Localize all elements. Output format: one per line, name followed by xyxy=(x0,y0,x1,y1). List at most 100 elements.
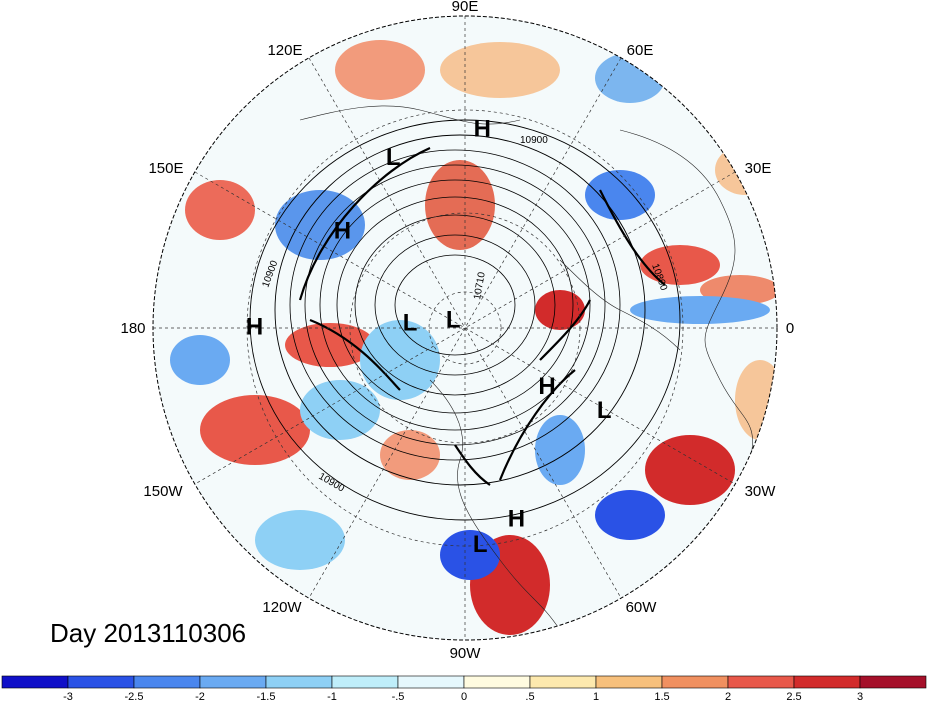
lon-label-60E: 60E xyxy=(627,42,654,59)
anomaly-blob xyxy=(645,435,735,505)
lon-label-30W: 30W xyxy=(745,483,777,500)
anomaly-blob xyxy=(200,395,310,465)
lon-label-120W: 120W xyxy=(262,599,302,616)
colorbar-swatch xyxy=(859,675,927,689)
colorbar-tick-label: 1 xyxy=(593,691,599,702)
height-contours xyxy=(249,119,681,521)
lon-label-120E: 120E xyxy=(267,42,302,59)
jet-contour xyxy=(454,444,491,486)
anomaly-blob xyxy=(595,490,665,540)
anomaly-blob xyxy=(380,430,440,480)
lon-label-150E: 150E xyxy=(148,160,183,177)
colorbar-swatch xyxy=(265,675,333,689)
colorbar: -3 -2.5 -2 -1.5 -1 -.5 0 .5 1 1.5 2 2.5 3 xyxy=(1,675,927,702)
anomaly-blob xyxy=(535,290,585,330)
colorbar-tick-label: 1.5 xyxy=(654,691,669,702)
colorbar-swatch xyxy=(793,675,861,689)
height-contour xyxy=(354,214,556,396)
low-pressure-label: L xyxy=(386,144,401,171)
meridian-30 xyxy=(194,171,736,485)
lon-label-150W: 150W xyxy=(143,483,183,500)
jet-contour xyxy=(498,369,576,481)
lon-label-30E: 30E xyxy=(745,160,772,177)
low-pressure-label: L xyxy=(403,310,418,337)
anomaly-blob xyxy=(735,360,777,440)
colorbar-swatch xyxy=(595,675,663,689)
colorbar-swatch xyxy=(67,675,135,689)
meridian-150 xyxy=(194,171,736,485)
lon-label-90E: 90E xyxy=(452,0,479,15)
coastline xyxy=(429,379,561,631)
colorbar-swatch xyxy=(331,675,399,689)
longitude-labels: 90E 60E 30E 0 30W 60W 90W 120W 150W 180 … xyxy=(120,0,794,662)
jet-contour xyxy=(599,189,666,286)
colorbar-tick-label: 0 xyxy=(461,691,467,702)
lon-label-90W: 90W xyxy=(450,645,482,662)
colorbar-tick-label: -3 xyxy=(63,691,73,702)
anomaly-blob xyxy=(255,510,345,570)
anomaly-blob xyxy=(595,53,665,103)
lon-label-180: 180 xyxy=(120,320,145,337)
anomaly-blob xyxy=(170,335,230,385)
anomaly-blob xyxy=(425,160,495,250)
contour-label: 10710 xyxy=(472,271,488,301)
lon-label-0: 0 xyxy=(786,320,794,337)
anomaly-blob xyxy=(640,245,720,285)
contour-label: 10900 xyxy=(520,135,548,146)
height-contour xyxy=(394,254,516,356)
date-title: Day 2013110306 xyxy=(50,618,247,648)
anomaly-blob xyxy=(630,296,770,324)
anomaly-blob xyxy=(440,530,500,580)
coastline xyxy=(559,259,681,351)
anomaly-blob xyxy=(585,170,655,220)
lon-label-60W: 60W xyxy=(626,599,658,616)
graticule xyxy=(153,16,777,640)
anomaly-blob xyxy=(285,323,375,367)
high-pressure-label: H xyxy=(538,373,555,400)
colorbar-swatch xyxy=(199,675,267,689)
high-pressure-label: H xyxy=(474,115,491,142)
jet-contour xyxy=(539,299,591,361)
high-pressure-label: H xyxy=(508,505,525,532)
height-contour xyxy=(289,149,621,461)
colorbar-swatch xyxy=(529,675,597,689)
colorbar-tick-label: -1 xyxy=(327,691,337,702)
colorbar-tick-label: 2 xyxy=(725,691,731,702)
colorbar-tick-label: -2.5 xyxy=(125,691,144,702)
anomaly-blob xyxy=(335,40,425,100)
meridian-60 xyxy=(308,57,622,599)
colorbar-tick-label: 2.5 xyxy=(786,691,801,702)
meridian-120 xyxy=(308,57,622,599)
height-contour xyxy=(374,234,536,376)
colorbar-swatch xyxy=(727,675,795,689)
anomaly-blob xyxy=(275,190,365,260)
anomaly-blob xyxy=(300,380,380,440)
colorbar-swatch xyxy=(661,675,729,689)
colorbar-tick-label: .5 xyxy=(525,691,534,702)
anomaly-blob xyxy=(535,415,585,485)
colorbar-swatch xyxy=(1,675,69,689)
height-contour xyxy=(274,134,646,486)
coastline xyxy=(299,105,521,125)
colorbar-tick-label: 3 xyxy=(857,691,863,702)
anomaly-blob xyxy=(360,320,440,400)
high-pressure-label: H xyxy=(246,313,263,340)
colorbar-tick-label: -.5 xyxy=(392,691,405,702)
colorbar-swatch xyxy=(133,675,201,689)
coastlines xyxy=(299,105,753,631)
height-contour xyxy=(319,179,591,431)
jet-contour xyxy=(309,318,401,391)
anomaly-blob xyxy=(440,42,560,98)
colorbar-swatch xyxy=(397,675,465,689)
map-boundary xyxy=(152,15,778,641)
low-pressure-label: L xyxy=(446,307,461,334)
colorbar-swatch xyxy=(463,675,531,689)
colorbar-tick-label: -2 xyxy=(195,691,205,702)
low-pressure-label: L xyxy=(597,397,612,424)
coastline xyxy=(619,129,753,461)
colorbar-tick-label: -1.5 xyxy=(257,691,276,702)
jet-contour xyxy=(298,146,431,301)
anomaly-blob xyxy=(185,180,255,240)
